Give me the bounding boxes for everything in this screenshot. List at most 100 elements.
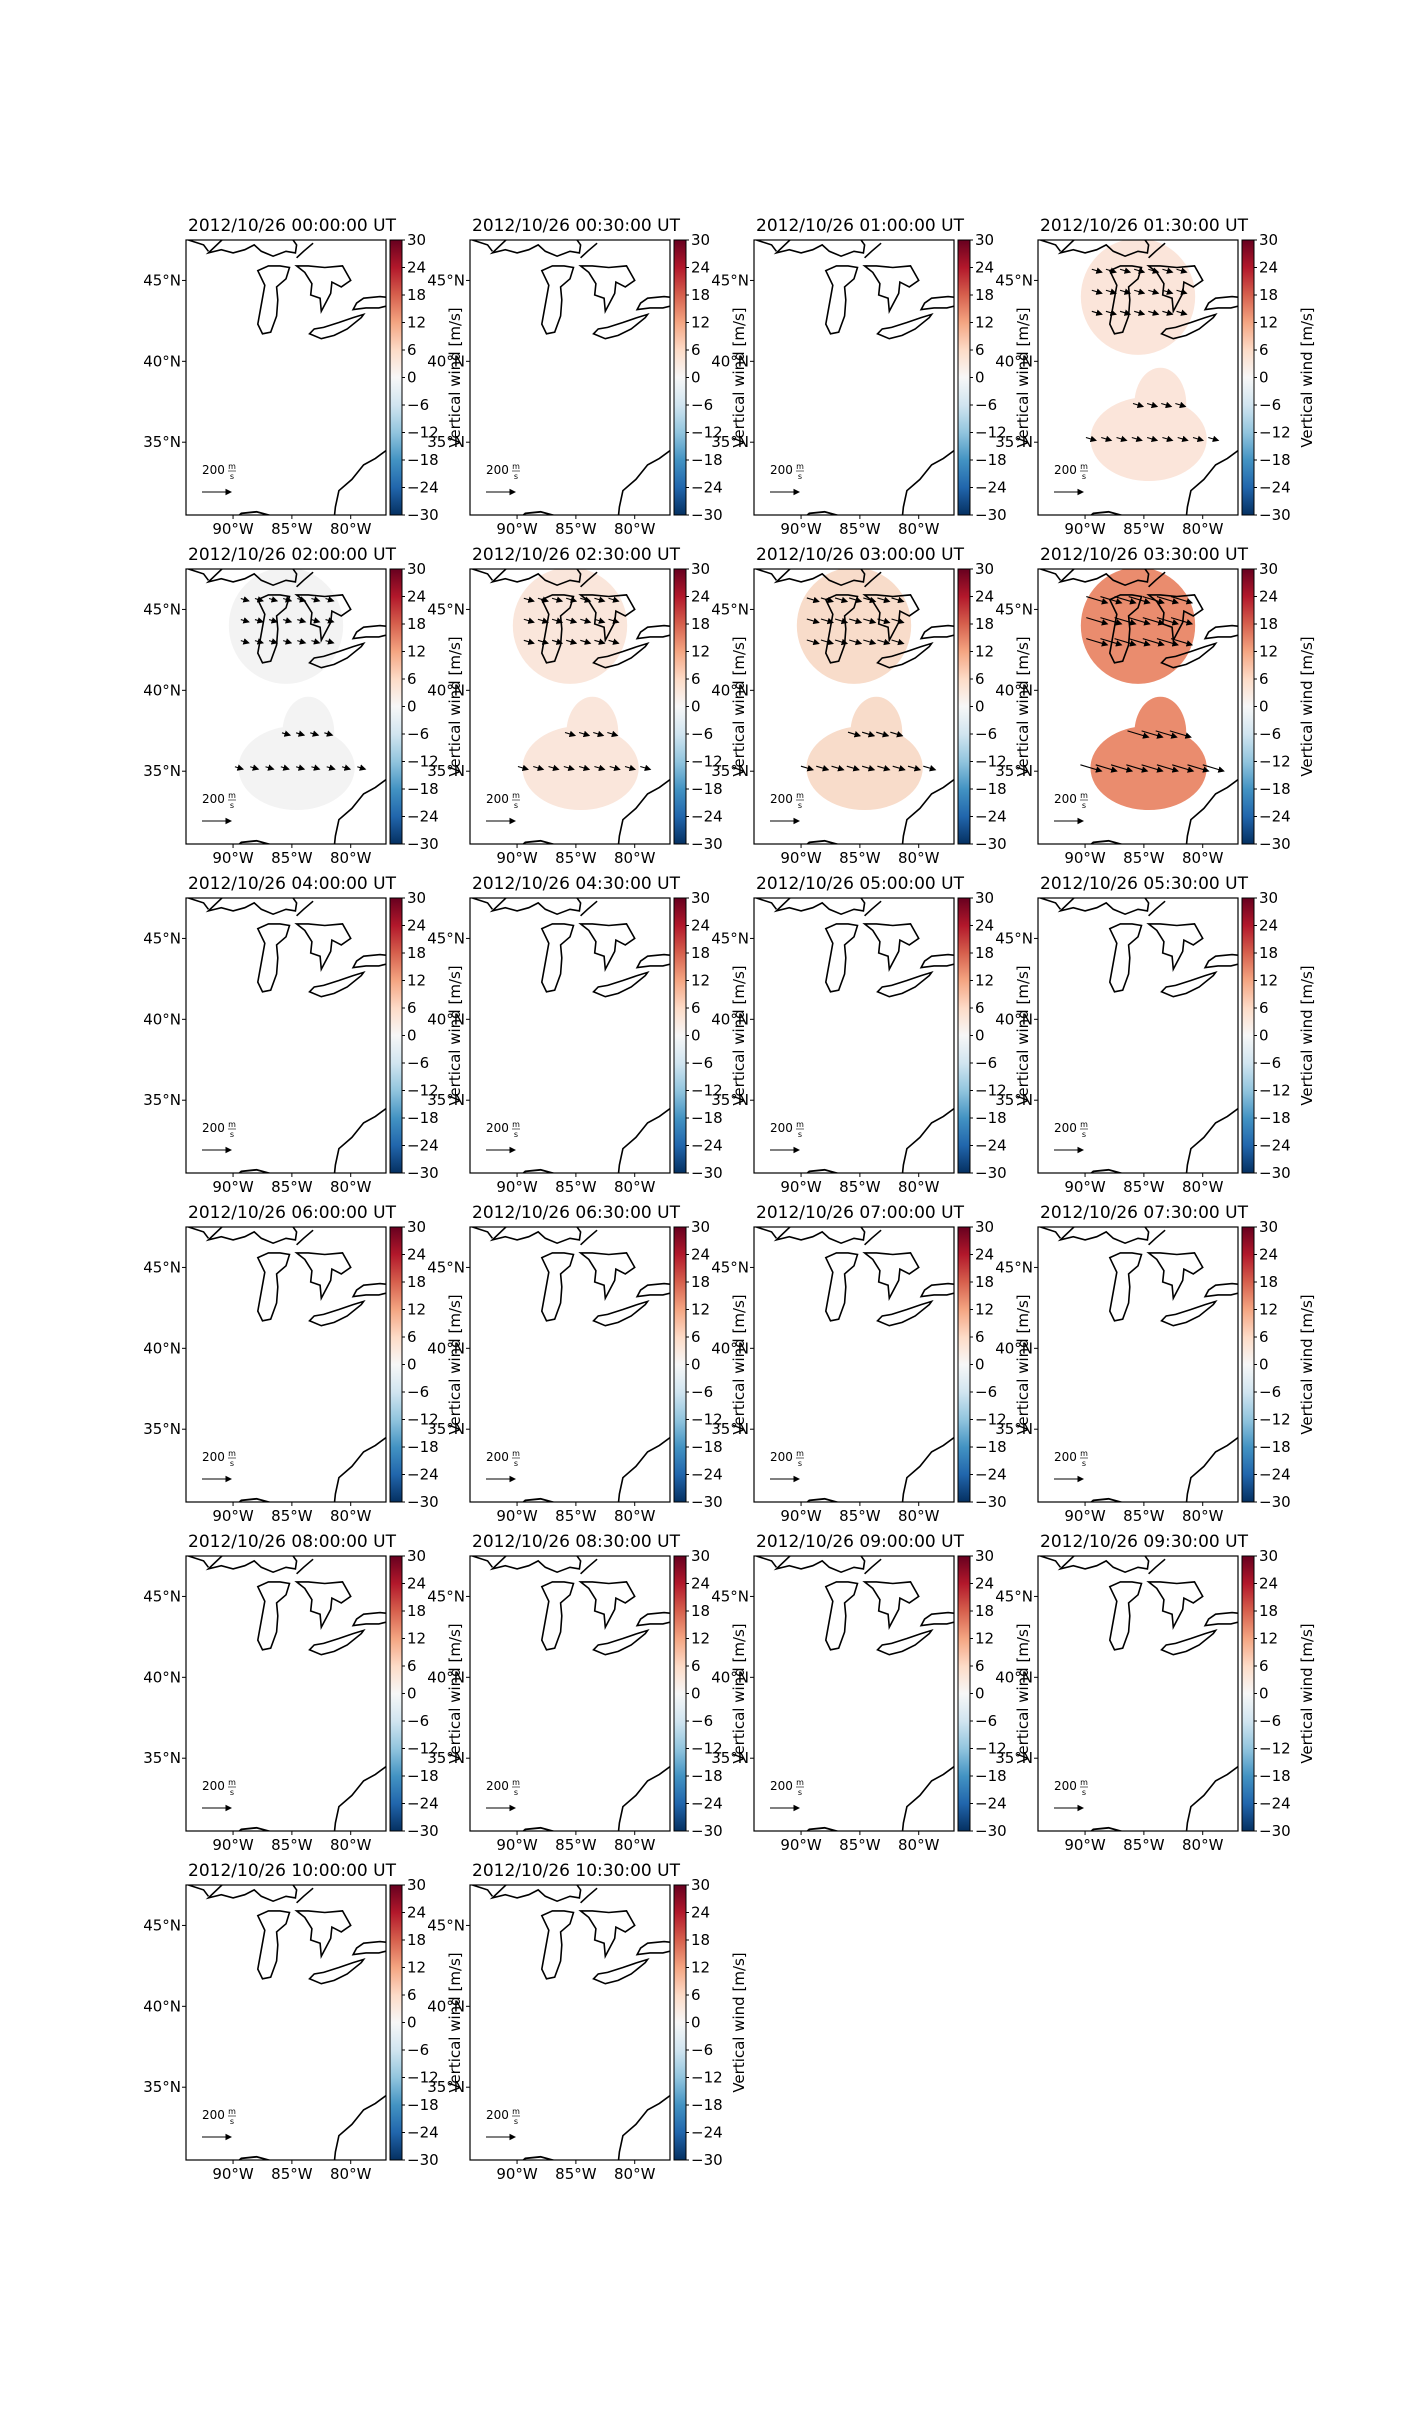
lake-outline [205, 240, 298, 258]
border-line [580, 1229, 598, 1246]
wind-arrow [806, 638, 820, 646]
colorbar-label: Vertical wind [m/s] [730, 636, 748, 776]
colorbar-tick-label: −24 [1259, 808, 1291, 826]
map-frame [185, 239, 387, 516]
colorbar-tick-label: −24 [975, 1137, 1007, 1155]
colorbar-tick-label: 18 [407, 1273, 426, 1291]
wind-arrow [1091, 288, 1103, 295]
colorbar-tick-label: 18 [975, 286, 994, 304]
wind-arrow [1142, 596, 1165, 605]
wind-arrow [1134, 309, 1146, 316]
wind-arrow [265, 764, 275, 771]
atlantic-coastline [333, 778, 386, 844]
colorbar-tick-label: 30 [407, 560, 426, 578]
wind-arrow [640, 764, 652, 772]
colorbar-label: Vertical wind [m/s] [446, 1952, 464, 2092]
colorbar-label: Vertical wind [m/s] [1014, 1623, 1032, 1763]
colorbar-tick-label: −6 [691, 725, 713, 743]
y-tick-label: 40°N [427, 681, 465, 699]
colorbar-tick-label: 18 [407, 944, 426, 962]
gulf-coastline [522, 1497, 556, 1502]
map-panel: 2012/10/26 06:30:00 UT 200 ms 90°W 85°W 80°W 4… [427, 1203, 748, 1525]
border-line [864, 1229, 882, 1246]
quiver-key-unit-den: s [798, 1459, 802, 1468]
colorbar-tick-label: −12 [407, 1411, 439, 1429]
lake-outline [635, 953, 670, 969]
colorbar [389, 1226, 403, 1503]
quiver-key-unit-num: m [512, 2107, 520, 2116]
map-frame [469, 568, 671, 845]
quiver-key-value: 200 [202, 1121, 225, 1135]
lake-outline [773, 569, 866, 587]
x-tick-label: 85°W [271, 1178, 313, 1196]
panel-title: 2012/10/26 04:00:00 UT [188, 874, 397, 894]
colorbar-tick-label: 18 [407, 286, 426, 304]
lake-outline [1160, 970, 1218, 998]
colorbar-tick-label: −24 [407, 1795, 439, 1813]
wind-arrow [517, 764, 529, 772]
quiver-key-unit-num: m [512, 1449, 520, 1458]
x-tick-label: 80°W [614, 1178, 656, 1196]
y-tick-label: 35°N [143, 1749, 181, 1767]
lake-outline [489, 1556, 582, 1574]
border-line [756, 898, 778, 910]
colorbar-tick-label: 24 [1259, 1575, 1278, 1593]
atlantic-coastline [617, 2094, 670, 2160]
x-tick-label: 80°W [898, 1507, 940, 1525]
colorbar-tick-label: −6 [691, 1383, 713, 1401]
colorbar-tick-label: −12 [691, 1740, 723, 1758]
lake-outline [256, 594, 291, 664]
wind-arrow [1101, 435, 1113, 443]
colorbar-tick-label: 12 [407, 1301, 426, 1319]
colorbar-tick-label: 0 [407, 369, 417, 387]
wind-arrow [523, 617, 535, 624]
panel-title: 2012/10/26 08:00:00 UT [188, 1532, 397, 1552]
colorbar-tick-label: 0 [691, 1356, 701, 1374]
atlantic-coastline [1185, 1107, 1238, 1173]
atlantic-coastline [617, 449, 670, 515]
colorbar-tick-label: 0 [1259, 1027, 1269, 1045]
lake-outline [294, 1910, 352, 1959]
colorbar-tick-label: 0 [691, 698, 701, 716]
panel-title: 2012/10/26 10:30:00 UT [472, 1861, 681, 1881]
colorbar-tick-label: 30 [407, 1218, 426, 1236]
x-tick-label: 90°W [212, 1507, 254, 1525]
x-tick-label: 90°W [212, 520, 254, 538]
wind-arrow [890, 731, 904, 738]
wind-arrow [1155, 730, 1178, 739]
wind-arrow [849, 638, 863, 646]
lake-outline [1057, 1556, 1150, 1574]
colorbar-tick-label: 6 [691, 999, 701, 1017]
x-tick-label: 80°W [614, 849, 656, 867]
quiver-key: 200 ms [202, 1778, 236, 1812]
colorbar-tick-label: 30 [691, 1547, 710, 1565]
gulf-coastline [806, 1168, 840, 1173]
colorbar-tick-label: −18 [407, 780, 439, 798]
colorbar-tick-label: −30 [1259, 1164, 1291, 1182]
y-tick-label: 40°N [143, 1339, 181, 1357]
border-line [188, 898, 210, 910]
wind-arrow [594, 617, 606, 624]
atlantic-coastline [1185, 1765, 1238, 1831]
wind-arrow [1172, 764, 1195, 773]
colorbar-tick-label: 12 [975, 972, 994, 990]
colorbar-tick-label: 0 [407, 1685, 417, 1703]
quiver-key-unit-num: m [1080, 1449, 1088, 1458]
wind-arrow [1131, 435, 1143, 443]
colorbar-tick-label: −6 [1259, 396, 1281, 414]
wind-arrow [311, 617, 321, 624]
colorbar [673, 568, 687, 845]
map-frame [185, 1555, 387, 1832]
colorbar-tick-label: 24 [691, 259, 710, 277]
gulf-coastline [806, 1497, 840, 1502]
x-tick-label: 85°W [1123, 1836, 1165, 1854]
wind-arrow [1170, 596, 1194, 605]
lake-outline [294, 594, 352, 643]
colorbar-tick-label: 6 [1259, 999, 1269, 1017]
colorbar-tick-label: 30 [1259, 560, 1278, 578]
wind-arrow [566, 596, 578, 603]
quiver-key: 200 ms [486, 791, 520, 825]
colorbar-tick-label: −30 [691, 1493, 723, 1511]
panel-title: 2012/10/26 03:00:00 UT [756, 545, 965, 565]
colorbar-tick-label: −24 [407, 1466, 439, 1484]
